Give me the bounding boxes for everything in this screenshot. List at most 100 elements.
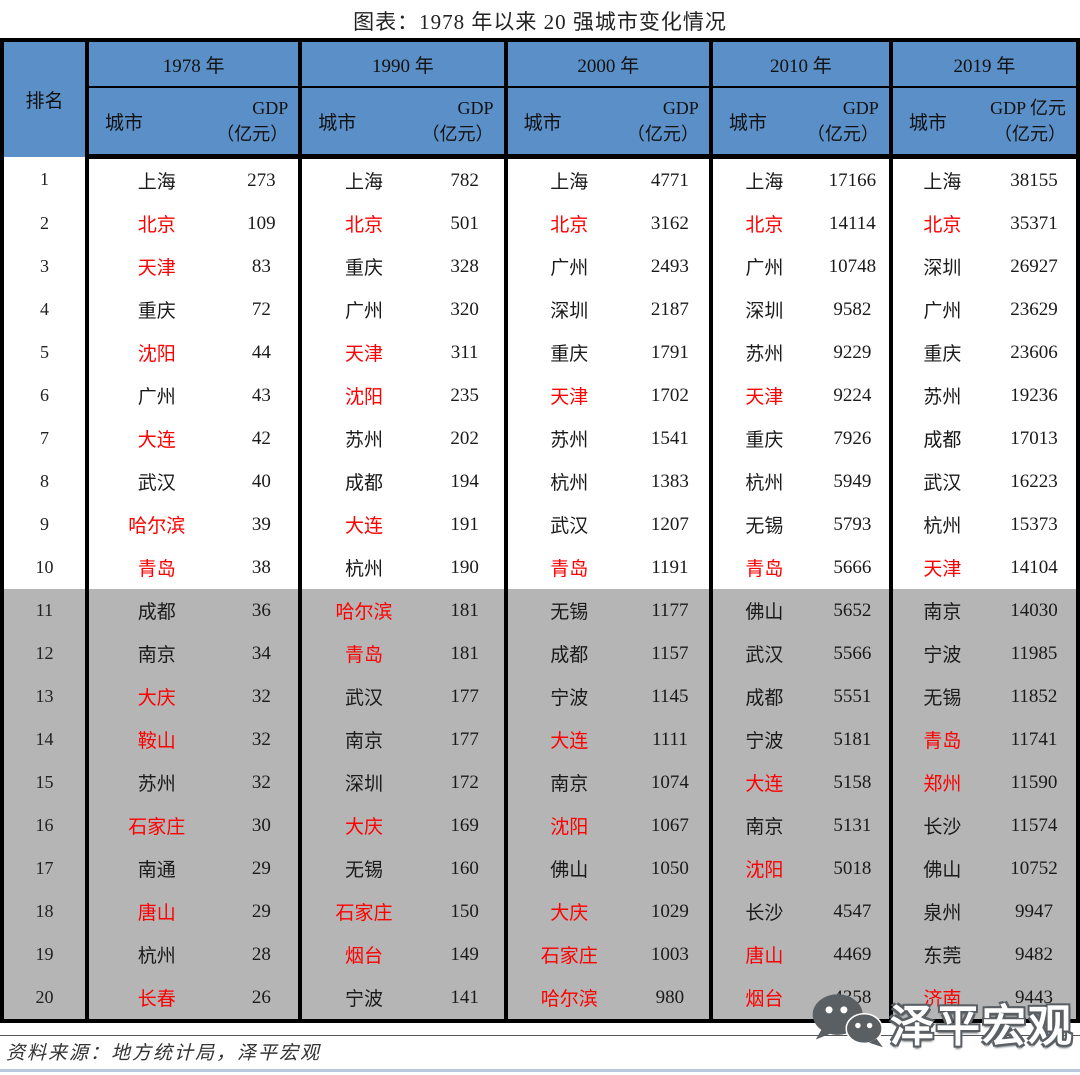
gdp-cell: 190 [425,546,506,589]
city-cell: 杭州 [84,933,225,976]
gdp-cell: 181 [425,589,506,632]
city-cell: 郑州 [888,761,992,804]
rank-cell: 10 [2,546,87,589]
gdp-cell: 149 [425,933,506,976]
city-cell: 上海 [84,156,225,202]
city-cell: 杭州 [298,546,426,589]
city-cell: 广州 [503,245,631,288]
city-cell: 烟台 [708,976,816,1021]
city-cell: 无锡 [298,847,426,890]
table-row: 7 大连 42 苏州 202 苏州 1541 重庆 7926 成都 17013 [2,417,1078,460]
city-cell: 大庆 [298,804,426,847]
gdp-cell: 11741 [991,718,1078,761]
table-row: 19 杭州 28 烟台 149 石家庄 1003 唐山 4469 东莞 9482 [2,933,1078,976]
gdp-cell: 1157 [630,632,711,675]
page-title: 图表：1978 年以来 20 强城市变化情况 [353,10,727,34]
city-cell: 青岛 [298,632,426,675]
subheader-cell: 城市 GDP （亿元） [84,87,301,159]
city-cell: 深圳 [503,288,631,331]
city-cell: 北京 [888,202,992,245]
gdp-cell: 38155 [991,156,1078,202]
city-cell: 唐山 [708,933,816,976]
city-cell: 大庆 [84,675,225,718]
city-cell: 成都 [503,632,631,675]
gdp-cell: 72 [224,288,301,331]
gdp-cell: 23629 [991,288,1078,331]
gdp-cell: 9229 [815,331,891,374]
city-cell: 广州 [708,245,816,288]
city-header: 城市 [318,112,357,134]
city-cell: 宁波 [298,976,426,1021]
city-cell: 佛山 [708,589,816,632]
rank-cell: 13 [2,675,87,718]
rank-cell: 12 [2,632,87,675]
gdp-cell: 9443 [991,976,1078,1021]
city-cell: 大连 [708,761,816,804]
gdp-cell: 191 [425,503,506,546]
city-cell: 佛山 [888,847,992,890]
table-row: 4 重庆 72 广州 320 深圳 2187 深圳 9582 广州 23629 [2,288,1078,331]
city-cell: 大连 [503,718,631,761]
gdp-cell: 5949 [815,460,891,503]
table-row: 20 长春 26 宁波 141 哈尔滨 980 烟台 4358 济南 9443 [2,976,1078,1021]
gdp-cell: 2187 [630,288,711,331]
gdp-cell: 4771 [630,156,711,202]
gdp-cell: 11985 [991,632,1078,675]
gdp-cell: 1383 [630,460,711,503]
city-cell: 长春 [84,976,225,1021]
gdp-cell: 19236 [991,374,1078,417]
city-cell: 哈尔滨 [84,503,225,546]
city-cell: 南京 [503,761,631,804]
city-cell: 南通 [84,847,225,890]
gdp-cell: 1177 [630,589,711,632]
subheader-cell: 城市 GDP （亿元） [503,87,711,159]
gdp-header: GDP （亿元） [626,97,699,144]
city-cell: 武汉 [84,460,225,503]
gdp-cell: 5566 [815,632,891,675]
gdp-cell: 9582 [815,288,891,331]
city-cell: 宁波 [708,718,816,761]
gdp-cell: 43 [224,374,301,417]
city-cell: 杭州 [708,460,816,503]
city-cell: 石家庄 [298,890,426,933]
gdp-cell: 7926 [815,417,891,460]
city-cell: 北京 [708,202,816,245]
gdp-cell: 1207 [630,503,711,546]
rank-cell: 4 [2,288,87,331]
source-note: 资料来源：地方统计局，泽平宏观 [6,1043,322,1064]
city-header: 城市 [728,112,767,134]
rank-cell: 14 [2,718,87,761]
table-row: 18 唐山 29 石家庄 150 大庆 1029 长沙 4547 泉州 9947 [2,890,1078,933]
rank-cell: 17 [2,847,87,890]
gdp-cell: 30 [224,804,301,847]
city-cell: 大庆 [503,890,631,933]
city-cell: 天津 [84,245,225,288]
year-header: 1978 年 [84,40,301,88]
city-header: 城市 [908,112,947,134]
table-row: 15 苏州 32 深圳 172 南京 1074 大连 5158 郑州 11590 [2,761,1078,804]
city-cell: 北京 [84,202,225,245]
gdp-cell: 11574 [991,804,1078,847]
city-cell: 沈阳 [708,847,816,890]
gdp-cell: 1074 [630,761,711,804]
gdp-cell: 5131 [815,804,891,847]
gdp-cell: 29 [224,847,301,890]
rank-cell: 18 [2,890,87,933]
gdp-cell: 9224 [815,374,891,417]
gdp-cell: 42 [224,417,301,460]
city-cell: 哈尔滨 [503,976,631,1021]
city-cell: 沈阳 [84,331,225,374]
city-cell: 成都 [888,417,992,460]
gdp-cell: 11852 [991,675,1078,718]
table-body: 1 上海 273 上海 782 上海 4771 上海 17166 上海 38155 2 北京 109 北京 5… [2,156,1078,1021]
city-cell: 宁波 [888,632,992,675]
rank-header: 排名 [2,40,87,157]
city-cell: 宁波 [503,675,631,718]
gdp-cell: 1067 [630,804,711,847]
city-cell: 杭州 [888,503,992,546]
gdp-cell: 9947 [991,890,1078,933]
gdp-header: GDP （亿元） [216,97,289,144]
gdp-cell: 150 [425,890,506,933]
rank-cell: 11 [2,589,87,632]
gdp-cell: 1111 [630,718,711,761]
